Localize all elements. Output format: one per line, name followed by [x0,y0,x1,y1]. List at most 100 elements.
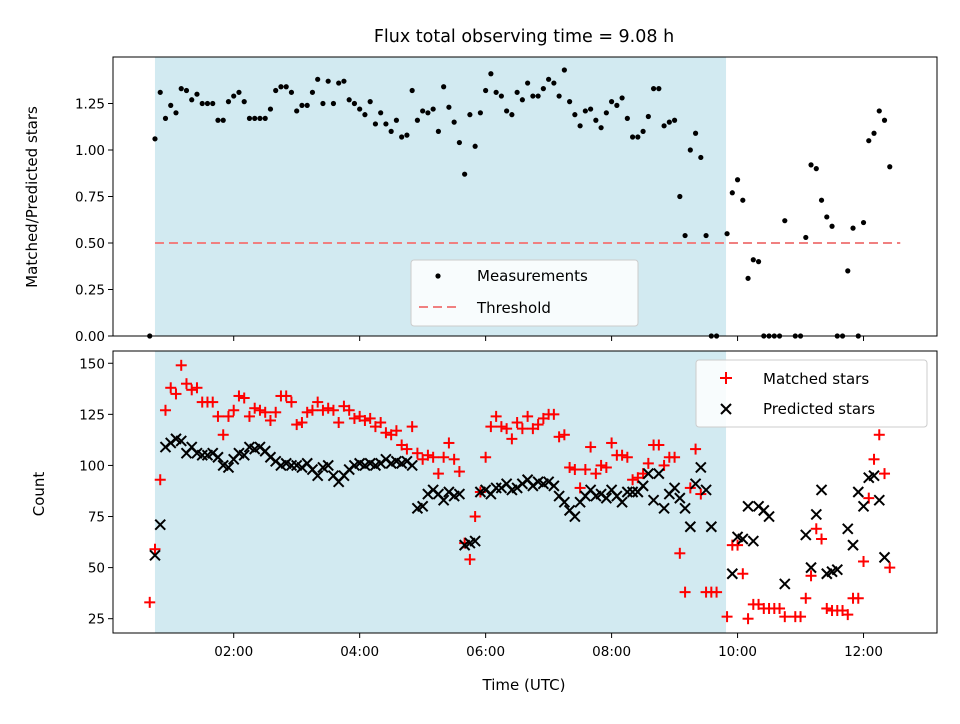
measurement-point [204,100,211,107]
measurement-point [608,99,615,105]
matched-star-point [873,429,885,441]
matched-star-point [443,437,455,449]
matched-star-point [742,613,754,625]
matched-star-point [343,404,355,416]
measurement-point [551,80,557,86]
measurement-point [372,121,379,127]
measurement-point [808,162,814,168]
matched-star-point [590,468,602,480]
predicted-star-point [637,480,649,492]
predicted-star-point [569,510,581,523]
y-tick-label: 100 [79,458,105,474]
matched-star-point [228,404,240,416]
measurement-point [661,123,667,129]
measurement-point [645,113,651,120]
predicted-star-point [626,486,639,498]
matched-star-point [469,511,481,523]
matched-star-point [380,427,392,439]
measurement-point [330,100,337,107]
matched-star-point [732,539,744,551]
measurement-point [682,232,688,239]
predicted-star-point [642,467,655,480]
legend-threshold-label: Threshold [476,299,551,317]
top-panel: 0.00 0.25 0.50 0.75 1.00 1.25 Matched/Predict… [23,56,938,345]
measurement-point [666,119,672,125]
predicted-star-point [763,510,775,523]
predicted-star-point [689,478,702,490]
matched-star-point [243,410,255,422]
predicted-star-point [842,523,854,535]
predicted-star-point [737,533,749,545]
y-tick-label: 25 [88,612,105,628]
matched-star-point [401,443,413,455]
bottom-y-axis-label: Count [30,472,48,517]
measurement-point [504,108,510,114]
predicted-star-point [558,496,571,508]
measurement-point [467,112,473,118]
matched-star-point [285,396,297,408]
y-tick-label: 75 [88,510,105,526]
legend-matched-label: Matched stars [763,370,869,388]
x-tick-label: 06:00 [466,644,505,660]
matched-star-point [553,431,565,443]
predicted-star-point [679,502,691,515]
matched-star-point [579,464,591,476]
measurement-point [598,125,604,131]
matched-star-point [621,451,633,463]
matched-star-point [774,602,786,614]
matched-star-point [348,412,360,424]
matched-star-point [207,396,219,408]
measurement-point [540,86,546,92]
y-tick-label: 0.50 [75,236,105,252]
matched-star-point [175,359,187,371]
predicted-star-point [779,578,791,590]
measurement-point [640,128,646,134]
measurement-point [656,86,662,92]
matched-star-point [721,611,733,623]
measurement-point [535,93,541,99]
measurement-point [320,100,326,107]
matched-star-point [438,451,450,463]
predicted-star-point [600,492,613,504]
matched-star-point [306,404,318,416]
predicted-star-point [653,467,665,480]
y-tick-label: 0.25 [75,283,105,299]
measurement-point [210,100,216,107]
measurement-point [309,89,316,95]
measurement-point [493,89,499,95]
measurement-point [252,115,258,121]
measurement-point [414,117,421,123]
predicted-star-point [742,500,754,513]
predicted-star-point [674,492,686,504]
matched-star-point [606,437,618,449]
matched-star-point [249,402,261,414]
measurement-point [451,119,457,125]
matched-star-point [805,570,817,582]
matched-star-point [852,592,864,604]
predicted-star-point [873,494,885,506]
measurement-point [619,95,625,101]
measurement-point [635,134,641,140]
measurement-point [745,275,751,281]
measurement-point [383,121,389,127]
measurement-point [546,76,552,82]
measurement-point [236,89,242,95]
matched-star-point [333,417,345,429]
matched-star-point [301,406,313,418]
measurement-point [346,97,352,103]
matched-star-point [217,429,229,441]
measurement-point [588,106,594,112]
predicted-star-point [805,561,817,574]
predicted-star-point [322,459,334,472]
predicted-star-point [857,500,870,513]
measurement-point [509,112,515,118]
measurement-point [734,177,741,183]
matched-star-point [238,392,250,404]
top-x-ticks [233,336,865,341]
predicted-star-point [149,549,161,562]
matched-star-point [642,457,654,469]
predicted-star-point [815,484,828,496]
measurement-point [199,100,205,107]
predicted-star-point [668,482,681,494]
measurement-point [378,110,384,116]
